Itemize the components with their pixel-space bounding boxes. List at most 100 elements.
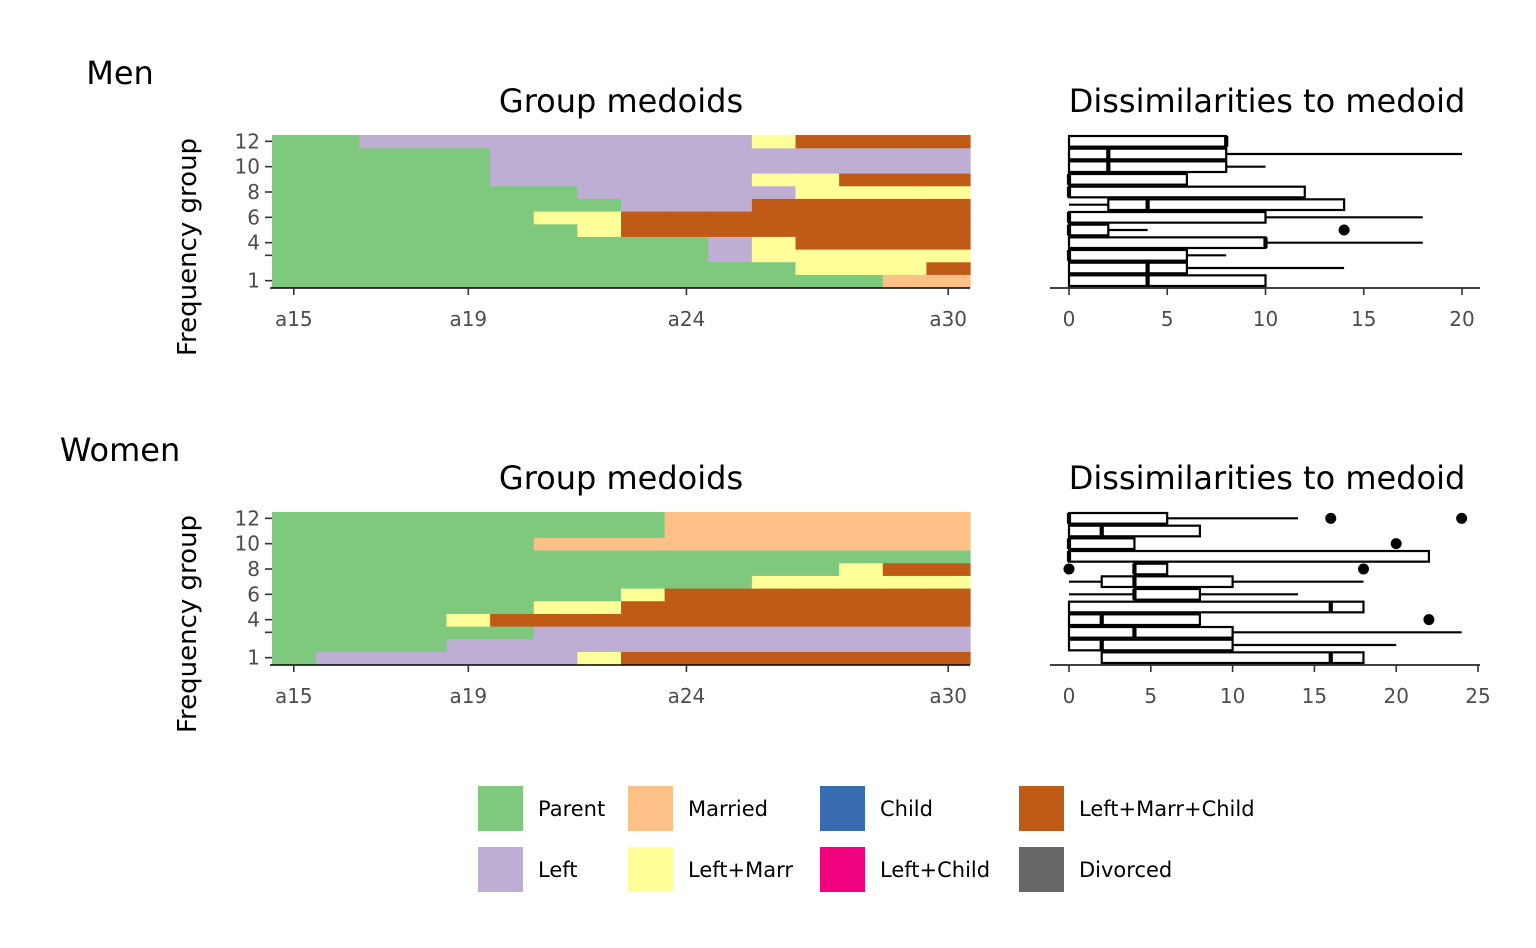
heatmap-cell (664, 588, 709, 602)
group-medoids-heatmap: Group medoids Frequency group a15 a19 a24 a30… (173, 82, 971, 356)
heatmap-cell (751, 562, 797, 576)
x-tick-label: 15 (1351, 307, 1376, 331)
heatmap-cell (446, 173, 491, 187)
heatmap-cell (359, 600, 404, 614)
heatmap-cell (402, 638, 448, 652)
heatmap-cell (402, 173, 448, 187)
heatmap-cell (272, 613, 317, 627)
heatmap-cell (402, 249, 448, 263)
box-group-7 (1069, 198, 1346, 212)
x-tick-label: a30 (929, 684, 967, 708)
heatmap-cell (402, 223, 448, 237)
heatmap-cell (708, 562, 753, 576)
heatmap-cell (882, 211, 927, 225)
legend-item: Parent (478, 786, 605, 831)
heatmap-cell (359, 537, 404, 551)
heatmap-cell (882, 274, 927, 288)
heatmap-cell (795, 600, 840, 614)
x-tick-label: a30 (929, 307, 967, 331)
heatmap-cell (446, 524, 491, 538)
group-medoids-heatmap: Group medoids Frequency group a15 a19 a24 a30… (173, 459, 971, 733)
heatmap-cell (882, 147, 927, 161)
heatmap-cell (315, 524, 360, 538)
box-group-12 (1066, 511, 1468, 525)
heatmap-cell (272, 524, 317, 538)
heatmap-cell (664, 537, 709, 551)
heatmap-cell (315, 575, 360, 589)
heatmap-cell (621, 613, 666, 627)
x-tick-label: 0 (1063, 307, 1076, 331)
heatmap-cell (708, 147, 753, 161)
heatmap-cell (577, 274, 622, 288)
heatmap-cell (315, 638, 360, 652)
box (1067, 261, 1189, 275)
heatmap-cell (839, 135, 884, 149)
box (1067, 600, 1365, 614)
heatmap-cell (751, 638, 797, 652)
heatmap-cell (490, 173, 535, 187)
box (1067, 638, 1234, 652)
heatmap-cell (795, 261, 840, 275)
heatmap-cell (315, 550, 360, 564)
heatmap-cell (839, 160, 884, 174)
box (1067, 223, 1110, 237)
heatmap-cell (402, 524, 448, 538)
heatmap-cell (882, 198, 927, 212)
heatmap-cell (490, 613, 535, 627)
heatmap-cell (795, 223, 840, 237)
legend-item: Left (478, 847, 578, 892)
outlier-point (1063, 563, 1075, 575)
box-group-2 (1067, 261, 1345, 275)
heatmap-cell (446, 600, 491, 614)
x-tick-label: a24 (668, 307, 706, 331)
heatmap-cell (751, 223, 797, 237)
heatmap-cell (795, 626, 840, 640)
heatmap-cell (359, 236, 404, 250)
box-group-10 (1066, 537, 1402, 551)
heatmap-cell (315, 198, 360, 212)
heatmap-cell (315, 261, 360, 275)
heatmap-cell (882, 236, 927, 250)
heatmap-cell (795, 550, 840, 564)
box (1067, 248, 1189, 262)
heatmap-cell (621, 537, 666, 551)
heatmap-cell (664, 512, 709, 526)
heatmap-cell (577, 550, 622, 564)
legend-item: Left+Marr+Child (1019, 786, 1255, 831)
box (1067, 274, 1267, 288)
y-tick-label: 10 (235, 155, 260, 179)
heatmap-cell (621, 211, 666, 225)
heatmap-cell (446, 537, 491, 551)
heatmap-cell (272, 512, 317, 526)
heatmap-cell (795, 173, 840, 187)
heatmap-cell (490, 626, 535, 640)
outlier-point (1338, 224, 1350, 236)
heatmap-cell (926, 274, 971, 288)
heatmap-cell (402, 550, 448, 564)
heatmap-cell (490, 588, 535, 602)
heatmap-cell (926, 638, 971, 652)
heatmap-cell (359, 249, 404, 263)
heatmap-cell (272, 562, 317, 576)
heatmap-cell (446, 223, 491, 237)
heatmap-cell (402, 261, 448, 275)
heatmap-cell (926, 147, 971, 161)
heatmap-cell (621, 550, 666, 564)
heatmap-cell (882, 550, 927, 564)
heatmap-cell (795, 575, 840, 589)
box-group-3 (1067, 625, 1462, 639)
heatmap-cell (795, 160, 840, 174)
heatmap-cell (272, 550, 317, 564)
heatmap-cell (926, 575, 971, 589)
heatmap-title: Group medoids (499, 82, 743, 120)
heatmap-cell (621, 135, 666, 149)
heatmap-cell (533, 211, 578, 225)
heatmap-cell (839, 638, 884, 652)
heatmap-cell (533, 651, 578, 665)
legend-swatch (1019, 847, 1064, 892)
heatmap-cell (795, 512, 840, 526)
legend-item: Married (628, 786, 768, 831)
legend-label: Left+Child (880, 858, 990, 882)
heatmap-cell (402, 274, 448, 288)
heatmap-cell (577, 147, 622, 161)
